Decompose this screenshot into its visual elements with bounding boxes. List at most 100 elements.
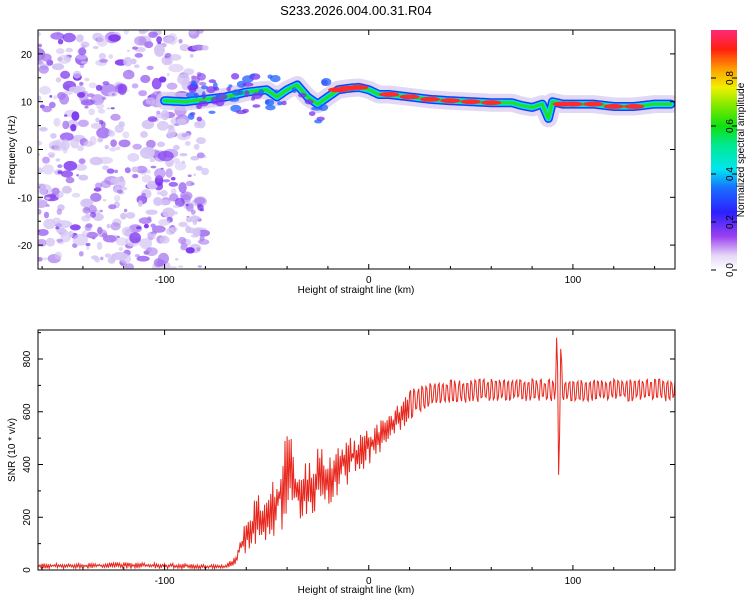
noise-blob [180, 191, 193, 201]
noise-blob [76, 145, 84, 152]
ridge-blob [265, 104, 276, 111]
ridge-blob [264, 99, 270, 105]
ridge-blob [308, 111, 316, 116]
colorbar-tick-label: 0.8 [725, 71, 736, 85]
ridge-peak [603, 104, 624, 109]
ridge-blob [213, 86, 220, 91]
noise-blob [178, 39, 183, 44]
noise-blob [141, 119, 155, 130]
spectrogram-y-tick-label: -20 [18, 241, 33, 252]
noise-blob [57, 39, 64, 45]
noise-blob [180, 242, 188, 251]
noise-blob [99, 58, 108, 63]
snr-x-tick-label: -100 [155, 576, 175, 587]
ridge-peak [583, 101, 604, 107]
spectrogram-y-tick-label: 0 [26, 146, 32, 157]
noise-blob [45, 196, 51, 200]
noise-blob [123, 56, 133, 67]
noise-blob [38, 60, 44, 65]
noise-blob [92, 45, 99, 50]
noise-blob [121, 226, 132, 236]
ridge-blob [281, 100, 287, 106]
noise-blob [162, 207, 175, 218]
spectrogram-y-ticks: 20 10 0 -10 -20 [18, 29, 675, 270]
noise-blob [178, 221, 188, 228]
noise-blob [179, 44, 190, 52]
noise-blob [120, 212, 127, 220]
noise-blob [107, 257, 116, 264]
noise-blob [198, 81, 207, 86]
noise-blob [91, 255, 99, 260]
noise-blob [175, 257, 179, 261]
ridge-blob [237, 90, 244, 95]
ridge-blob [244, 90, 250, 98]
noise-blob [54, 251, 62, 260]
ridge-blob [304, 99, 314, 105]
snr-x-tick-label: 0 [366, 576, 372, 587]
noise-blob [178, 182, 187, 194]
noise-blob [51, 63, 65, 71]
snr-y-label: SNR (10 * v/v) [7, 418, 18, 482]
noise-blob [39, 127, 48, 132]
noise-blob [82, 207, 91, 214]
noise-blob [156, 36, 163, 44]
noise-blob [138, 217, 152, 225]
noise-blob [100, 256, 104, 261]
noise-blob [122, 69, 135, 80]
snr-y-tick-label: 0 [22, 567, 33, 573]
noise-blob [178, 236, 187, 245]
noise-blob [163, 36, 175, 44]
noise-blob [43, 218, 56, 230]
noise-blob [102, 199, 107, 202]
noise-blob [100, 180, 112, 189]
noise-blob [141, 192, 146, 197]
noise-blob [108, 130, 116, 137]
snr-y-ticks: 0 200 400 600 800 [22, 332, 675, 573]
ridge-blob [226, 86, 231, 92]
noise-blob [38, 183, 45, 188]
noise-blob [173, 204, 180, 209]
noise-blob [141, 174, 152, 183]
noise-blob [56, 238, 63, 243]
noise-blob [190, 182, 195, 186]
noise-blob [38, 65, 49, 74]
noise-blob [201, 167, 209, 176]
noise-blob [63, 160, 78, 171]
noise-blob [151, 233, 157, 240]
noise-blob [157, 191, 161, 195]
noise-blob [84, 77, 90, 82]
noise-blob [196, 247, 201, 252]
noise-blob [193, 173, 197, 176]
noise-blob [116, 235, 120, 238]
noise-blob [194, 121, 199, 126]
noise-blob [164, 57, 173, 65]
noise-blob [96, 241, 103, 250]
noise-blob [185, 217, 193, 223]
noise-blob [42, 257, 48, 261]
spectrogram-y-tick-label: 20 [21, 50, 33, 61]
noise-blob [41, 53, 52, 62]
noise-blob [168, 181, 178, 187]
ridge-blob [200, 94, 207, 98]
ridge-blob [270, 75, 281, 83]
noise-blob [77, 92, 86, 98]
noise-blob [139, 238, 152, 249]
noise-blob [96, 35, 108, 47]
noise-blob [45, 204, 50, 207]
ridge-blob [251, 96, 256, 101]
noise-blob [101, 96, 107, 100]
noise-blob [38, 167, 44, 174]
noise-blob [78, 158, 86, 165]
noise-blob [38, 153, 41, 156]
noise-blob [131, 83, 139, 89]
ridge-blob [190, 80, 197, 88]
noise-blob [194, 197, 206, 205]
colorbar: 0.0 0.2 0.4 0.6 0.8 Normalized spectral ampl… [711, 30, 747, 277]
noise-blob [53, 117, 61, 127]
colorbar-tick-label: 0.0 [725, 263, 736, 277]
noise-blob [91, 236, 96, 240]
noise-blob [79, 64, 85, 68]
noise-blob [150, 223, 156, 228]
noise-blob [152, 32, 158, 37]
noise-blob [147, 116, 158, 122]
